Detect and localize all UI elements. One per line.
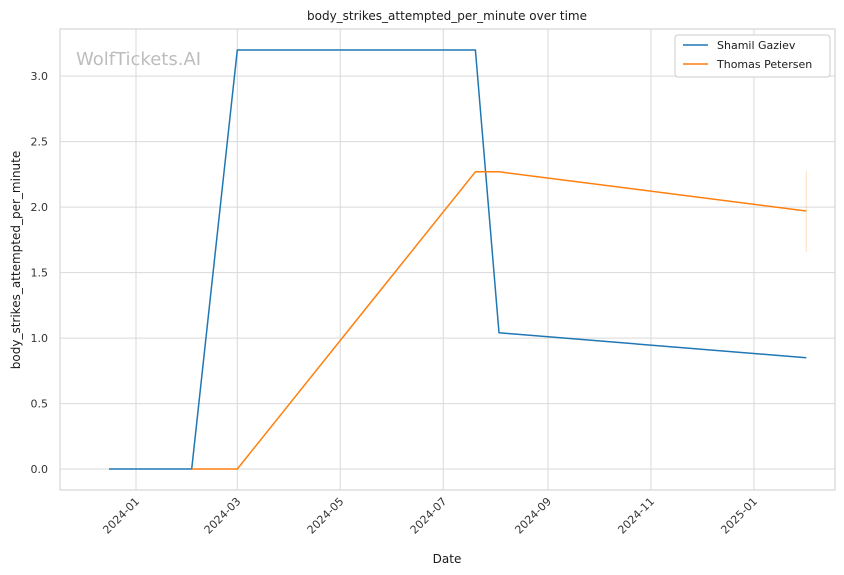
legend-label-shamil-gaziev: Shamil Gaziev [717,39,796,52]
x-tick-label: 2024-01 [100,495,142,537]
chart-title: body_strikes_attempted_per_minute over t… [307,9,587,23]
watermark: WolfTickets.AI [76,49,201,70]
y-axis: 0.0 0.5 1.0 1.5 2.0 2.5 3.0 [31,70,49,476]
y-tick-label: 1.0 [31,332,49,345]
series-line-thomas-petersen [191,171,807,470]
legend-label-thomas-petersen: Thomas Petersen [716,58,812,71]
y-tick-label: 1.5 [31,267,49,280]
x-tick-label: 2024-05 [305,495,347,537]
y-tick-label: 3.0 [31,70,49,83]
x-axis: 2024-01 2024-03 2024-05 2024-07 2024-09 2024-… [100,495,760,537]
x-tick-label: 2025-01 [718,495,760,537]
y-tick-label: 0.0 [31,463,49,476]
plot-area [59,28,836,491]
x-axis-label: Date [433,552,462,566]
x-tick-label: 2024-11 [615,495,657,537]
legend-box [674,34,831,78]
legend: Shamil Gaziev Thomas Petersen [674,34,831,78]
series-layer [109,49,807,470]
y-tick-label: 2.5 [31,136,49,149]
y-tick-label: 2.0 [31,201,49,214]
x-tick-label: 2024-03 [202,495,244,537]
y-tick-label: 0.5 [31,398,49,411]
x-tick-label: 2024-07 [408,495,450,537]
y-axis-label: body_strikes_attempted_per_minute [9,151,23,369]
series-line-shamil-gaziev [109,49,807,470]
x-tick-label: 2024-09 [512,495,554,537]
